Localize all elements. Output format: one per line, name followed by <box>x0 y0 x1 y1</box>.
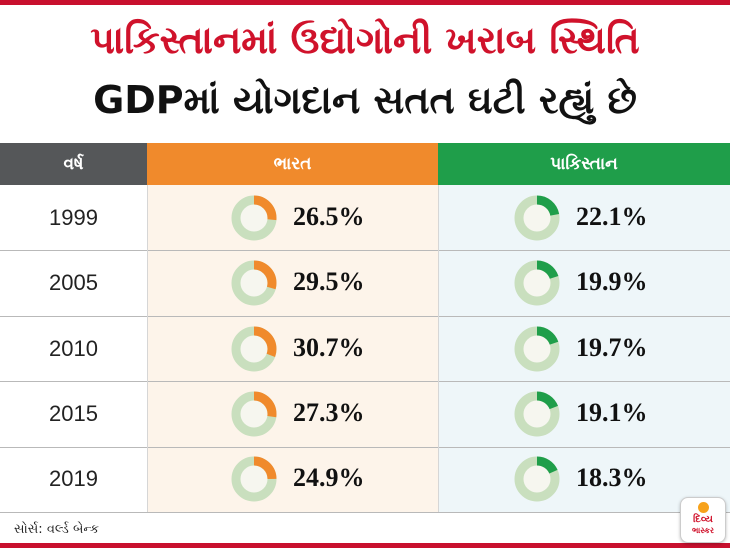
india-donut <box>231 195 277 241</box>
india-value-label: 24.9% <box>293 463 365 492</box>
row-separator <box>0 316 730 317</box>
donut-value-segment <box>231 260 277 306</box>
top-accent-bar <box>0 0 730 5</box>
row-separator <box>0 381 730 382</box>
pakistan-value-label: 19.7% <box>576 333 648 362</box>
column-header-pakistan: પાકિસ્તાન <box>438 143 730 185</box>
donut-value-segment <box>231 391 277 437</box>
donut-value-segment <box>514 260 560 306</box>
row-separator <box>0 447 730 448</box>
year-cell: 2005 <box>49 270 98 295</box>
pakistan-value-label: 19.9% <box>576 267 648 296</box>
india-value-label: 26.5% <box>293 202 365 231</box>
pakistan-value-label: 18.3% <box>576 463 648 492</box>
source-note: સોર્સ: વર્લ્ડ બેન્ક <box>14 522 100 537</box>
india-donut <box>231 260 277 306</box>
year-cell: 2019 <box>49 466 98 491</box>
row-separator <box>0 250 730 251</box>
india-donut <box>231 326 277 371</box>
pakistan-donut <box>514 260 560 306</box>
pakistan-donut <box>514 195 560 241</box>
column-separator <box>147 185 148 512</box>
india-column-background <box>147 185 438 512</box>
donut-value-segment <box>514 391 560 437</box>
donut-value-segment <box>231 195 277 241</box>
logo-text-line1: દિવ્ય <box>693 514 713 525</box>
column-header-year: વર્ષ <box>0 143 147 185</box>
bottom-accent-bar <box>0 543 730 548</box>
sun-icon <box>698 502 709 513</box>
chart-title: પાકિસ્તાનમાં ઉદ્યોગોની ખરાબ સ્થિતિ <box>90 18 640 62</box>
pakistan-donut <box>514 456 560 502</box>
donut-value-segment <box>231 326 277 371</box>
table-bottom-border <box>0 512 730 513</box>
india-donut <box>231 456 277 502</box>
year-cell: 1999 <box>49 205 98 230</box>
year-cell: 2015 <box>49 401 98 426</box>
column-separator <box>438 185 439 512</box>
pakistan-donut <box>514 326 560 371</box>
india-donut <box>231 391 277 437</box>
pakistan-donut <box>514 391 560 437</box>
divya-bhaskar-logo: દિવ્ય ભાસ્કર <box>680 497 726 543</box>
logo-text-line2: ભાસ્કર <box>691 526 715 535</box>
pakistan-value-label: 19.1% <box>576 398 648 427</box>
donut-value-segment <box>514 195 560 241</box>
chart-subtitle: GDPમાં યોગદાન સતત ઘટી રહ્યું છે <box>93 78 637 122</box>
donut-value-segment <box>514 456 560 502</box>
india-value-label: 29.5% <box>293 267 365 296</box>
india-value-label: 30.7% <box>293 333 365 362</box>
pakistan-column-background <box>438 185 730 512</box>
india-value-label: 27.3% <box>293 398 365 427</box>
pakistan-value-label: 22.1% <box>576 202 648 231</box>
donut-value-segment <box>514 326 560 371</box>
donut-value-segment <box>231 456 277 502</box>
column-header-india: ભારત <box>147 143 438 185</box>
year-cell: 2010 <box>49 336 98 361</box>
